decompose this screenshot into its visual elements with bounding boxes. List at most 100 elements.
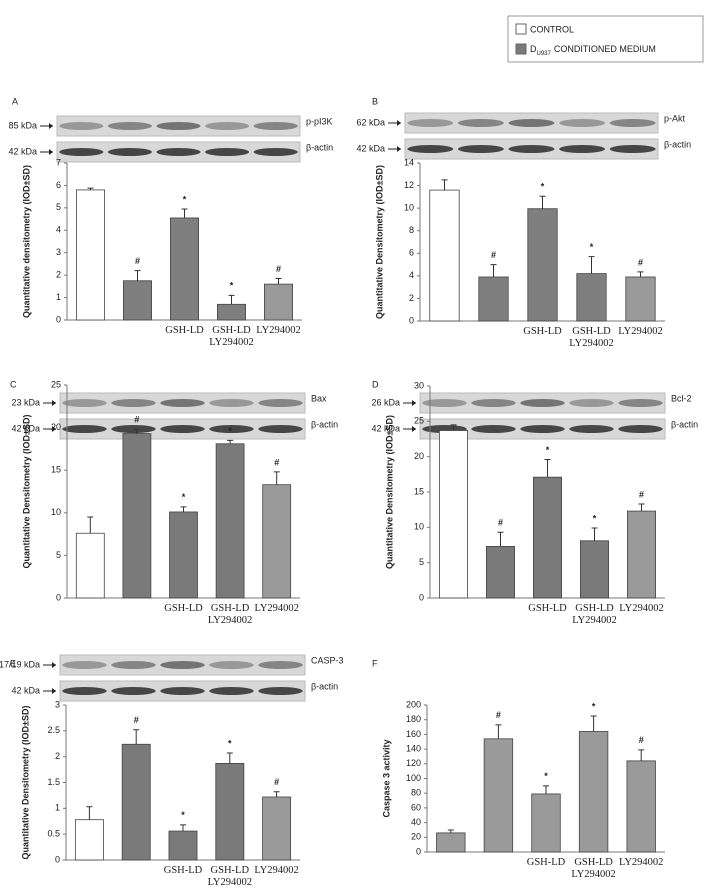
bar	[533, 476, 563, 599]
blot-band	[209, 425, 254, 433]
error-bar	[539, 195, 546, 209]
significance-mark: #	[134, 415, 139, 425]
y-axis-label: Quantitative Densitometry (IOD±SD)	[374, 165, 384, 319]
blot-band	[209, 661, 254, 669]
y-tick-label: 140	[406, 743, 421, 753]
significance-mark: *	[593, 513, 597, 523]
x-tick-label: LY294002	[256, 325, 301, 336]
significance-mark: #	[639, 489, 644, 499]
bar	[121, 743, 151, 861]
blot-band	[160, 687, 205, 695]
bar	[576, 273, 607, 322]
blot-arrowhead	[397, 146, 401, 152]
error-bar	[450, 424, 457, 431]
error-bar	[637, 271, 644, 277]
blot-band	[407, 119, 454, 127]
bar	[527, 208, 558, 322]
blot-band	[111, 687, 156, 695]
significance-mark: *	[541, 182, 545, 192]
blot-band	[520, 399, 565, 407]
bar	[262, 796, 292, 861]
y-tick-label: 12	[404, 180, 414, 190]
x-tick-label: LY294002	[619, 603, 664, 614]
y-tick-label: 0.5	[47, 829, 60, 839]
legend-swatch	[515, 43, 527, 55]
blot-band	[160, 399, 205, 407]
blot-band	[156, 148, 201, 156]
y-tick-label: 1	[56, 292, 61, 302]
blot-band	[609, 119, 656, 127]
x-tick-label: LY294002	[254, 603, 299, 614]
blot-protein: p-pI3K	[306, 116, 333, 126]
y-tick-label: 30	[414, 380, 424, 390]
error-bar	[591, 527, 598, 541]
significance-mark: *	[546, 445, 550, 455]
blot-arrowhead	[52, 688, 56, 694]
y-tick-label: 3	[55, 699, 60, 709]
bar	[216, 303, 246, 321]
blot-band	[62, 661, 107, 669]
bar	[478, 276, 509, 322]
panel-letter: B	[372, 96, 378, 106]
x-tick-label: GSH-LD	[526, 857, 566, 868]
blot-band	[471, 399, 516, 407]
y-tick-label: 2	[55, 751, 60, 761]
blot-band	[205, 122, 250, 130]
y-tick-label: 0	[416, 846, 421, 856]
significance-mark: *	[230, 281, 234, 291]
y-tick-label: 10	[414, 522, 424, 532]
panel-letter: A	[12, 96, 18, 106]
error-bar	[226, 752, 233, 764]
error-bar	[87, 187, 94, 190]
y-tick-label: 8	[409, 225, 414, 235]
blot-band	[569, 399, 614, 407]
blot-band	[107, 122, 152, 130]
y-tick-label: 5	[56, 550, 61, 560]
error-bar	[447, 829, 454, 833]
error-bar	[87, 516, 94, 534]
blot-marker: 85 kDa	[8, 120, 37, 130]
bar	[627, 510, 657, 599]
bar	[578, 731, 609, 853]
x-tick-label: GSH-LD	[163, 865, 203, 876]
y-tick-label: 80	[411, 788, 421, 798]
y-tick-label: 200	[406, 699, 421, 709]
y-tick-label: 120	[406, 758, 421, 768]
y-tick-label: 0	[55, 854, 60, 864]
legend-swatch	[515, 23, 527, 35]
legend-label-sub: U937	[537, 51, 552, 57]
y-tick-label: 1	[55, 803, 60, 813]
bar	[168, 830, 198, 861]
error-bar	[441, 179, 448, 191]
blot-arrowhead	[412, 400, 416, 406]
bar	[531, 793, 561, 853]
blot-band	[258, 687, 303, 695]
blot-arrowhead	[52, 662, 56, 668]
bar	[76, 189, 106, 321]
x-tick-label: GSH-LD LY294002	[569, 326, 614, 349]
bar	[169, 217, 199, 321]
error-bar	[133, 428, 140, 434]
blot-protein: β-actin	[306, 142, 333, 152]
error-bar	[588, 256, 595, 274]
error-bar	[495, 724, 502, 739]
legend-label: CONTROL	[530, 24, 574, 34]
bar	[215, 443, 245, 599]
bar	[483, 738, 514, 853]
blot-band	[62, 687, 107, 695]
significance-mark: *	[228, 738, 232, 748]
legend-label-part: CONDITIONED MEDIUM	[554, 44, 656, 54]
bar	[436, 832, 466, 853]
x-tick-label: GSH-LD LY294002	[207, 603, 253, 626]
blot-band	[520, 425, 565, 433]
bar	[123, 280, 153, 321]
blot-marker: 26 kDa	[371, 397, 400, 407]
bar	[485, 546, 515, 599]
y-tick-label: 2	[409, 293, 414, 303]
y-tick-label: 20	[411, 832, 421, 842]
blot-band	[156, 122, 201, 130]
y-tick-label: 7	[56, 157, 61, 167]
y-tick-label: 0	[409, 315, 414, 325]
y-tick-label: 20	[51, 422, 61, 432]
blot-marker: 42 kDa	[11, 423, 40, 433]
